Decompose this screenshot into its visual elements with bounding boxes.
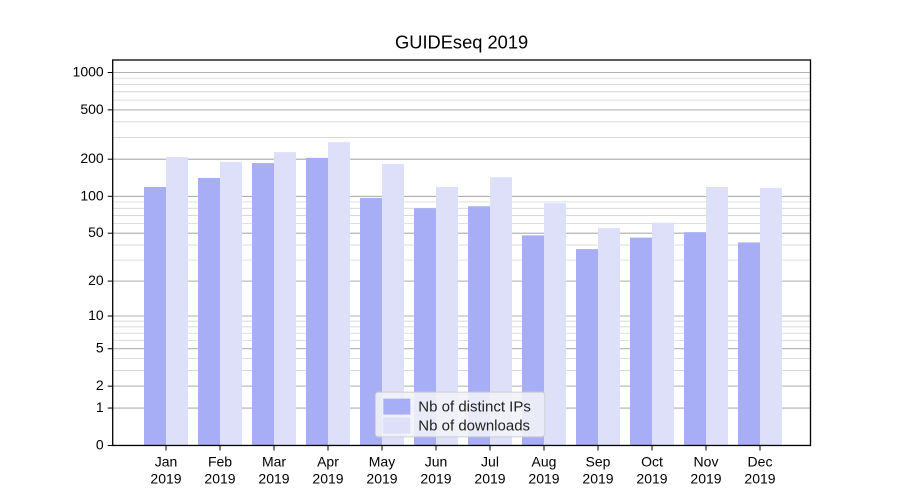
svg-text:1: 1 <box>96 399 104 415</box>
svg-text:0: 0 <box>96 436 104 452</box>
svg-text:2019: 2019 <box>258 470 289 486</box>
svg-text:May: May <box>369 453 395 469</box>
svg-text:2019: 2019 <box>636 470 667 486</box>
svg-text:Mar: Mar <box>262 453 286 469</box>
svg-text:2019: 2019 <box>528 470 559 486</box>
svg-text:2019: 2019 <box>690 470 721 486</box>
svg-text:Feb: Feb <box>208 453 232 469</box>
svg-text:2019: 2019 <box>474 470 505 486</box>
svg-text:Jan: Jan <box>155 453 178 469</box>
svg-text:2019: 2019 <box>150 470 181 486</box>
svg-text:2019: 2019 <box>366 470 397 486</box>
svg-text:Nov: Nov <box>694 453 719 469</box>
svg-text:Oct: Oct <box>641 453 663 469</box>
svg-text:Sep: Sep <box>586 453 611 469</box>
svg-text:Aug: Aug <box>532 453 557 469</box>
svg-text:2019: 2019 <box>744 470 775 486</box>
svg-text:2019: 2019 <box>420 470 451 486</box>
svg-text:100: 100 <box>80 187 104 203</box>
svg-text:Jun: Jun <box>425 453 448 469</box>
svg-text:Nb of distinct IPs: Nb of distinct IPs <box>418 399 531 416</box>
svg-text:2019: 2019 <box>582 470 613 486</box>
svg-text:200: 200 <box>80 150 104 166</box>
svg-text:GUIDEseq 2019: GUIDEseq 2019 <box>395 32 528 53</box>
svg-text:2019: 2019 <box>204 470 235 486</box>
svg-text:1000: 1000 <box>73 64 104 80</box>
svg-text:2: 2 <box>96 377 104 393</box>
svg-text:500: 500 <box>80 101 104 117</box>
svg-text:10: 10 <box>88 307 104 323</box>
svg-text:Jul: Jul <box>481 453 499 469</box>
svg-text:50: 50 <box>88 224 104 240</box>
svg-text:Dec: Dec <box>748 453 773 469</box>
svg-text:Apr: Apr <box>317 453 339 469</box>
svg-text:Nb of downloads: Nb of downloads <box>418 418 530 435</box>
svg-text:20: 20 <box>88 272 104 288</box>
svg-text:5: 5 <box>96 340 104 356</box>
svg-text:2019: 2019 <box>312 470 343 486</box>
